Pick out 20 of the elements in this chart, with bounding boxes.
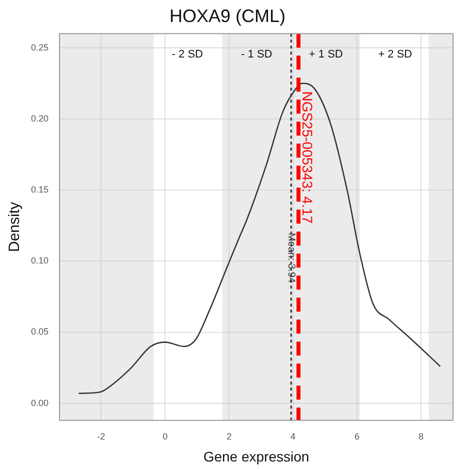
y-axis-title: Density — [6, 202, 24, 252]
y-tick-label: 0.00 — [30, 398, 49, 408]
x-tick-label: 0 — [162, 431, 168, 442]
x-axis-title: Gene expression — [203, 448, 310, 464]
x-tick-label: -2 — [97, 431, 106, 442]
annotation: + 1 SD — [308, 48, 343, 61]
y-tick-label: 0.15 — [30, 184, 49, 195]
ref-line-label: NGS25-005343: 4.17 — [300, 91, 316, 224]
x-tick-label: 2 — [226, 431, 232, 442]
annotation: - 2 SD — [172, 48, 204, 61]
y-tick-label: 0.25 — [30, 42, 49, 52]
x-tick-label: 8 — [418, 431, 424, 442]
x-tick-label: 4 — [290, 431, 296, 442]
y-tick-label: 0.05 — [30, 326, 49, 337]
annotation: - 1 SD — [241, 48, 272, 61]
annotation: + 2 SD — [378, 48, 412, 61]
y-tick-label: 0.10 — [30, 256, 49, 266]
x-tick-label: 6 — [354, 431, 360, 442]
y-tick-label: 0.20 — [30, 113, 49, 124]
chart-title: HOXA9 (CML) — [169, 6, 286, 26]
